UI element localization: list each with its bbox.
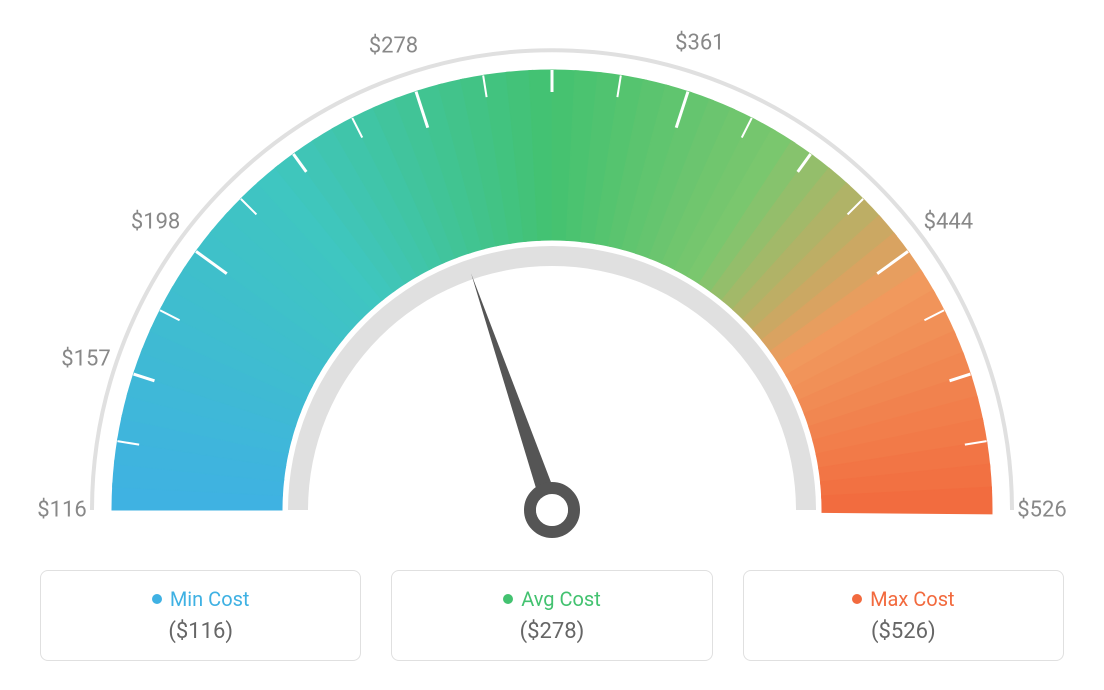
legend-title-max: Max Cost xyxy=(852,587,955,611)
legend-row: Min Cost ($116) Avg Cost ($278) Max Cost… xyxy=(0,570,1104,661)
legend-card-avg: Avg Cost ($278) xyxy=(391,570,712,661)
legend-title-min: Min Cost xyxy=(152,587,250,611)
legend-dot-avg xyxy=(503,594,513,604)
gauge-tick-label: $157 xyxy=(61,346,110,371)
gauge-tick-label: $526 xyxy=(1017,498,1066,523)
legend-label-min: Min Cost xyxy=(170,587,250,611)
legend-label-avg: Avg Cost xyxy=(521,587,601,611)
legend-value-max: ($526) xyxy=(764,619,1043,644)
legend-card-max: Max Cost ($526) xyxy=(743,570,1064,661)
legend-dot-max xyxy=(852,594,862,604)
gauge-tick-label: $444 xyxy=(924,209,973,234)
legend-label-max: Max Cost xyxy=(870,587,955,611)
legend-card-min: Min Cost ($116) xyxy=(40,570,361,661)
gauge-tick-label: $116 xyxy=(37,498,86,523)
gauge-tick-label: $361 xyxy=(675,30,724,55)
legend-value-avg: ($278) xyxy=(412,619,691,644)
legend-title-avg: Avg Cost xyxy=(503,587,601,611)
gauge-tick-label: $278 xyxy=(369,34,418,59)
legend-value-min: ($116) xyxy=(61,619,340,644)
gauge-chart: $116 $157 $198 $278 $361 $444 $526 xyxy=(0,0,1104,560)
gauge-svg xyxy=(0,0,1104,560)
gauge-tick-label: $198 xyxy=(131,209,180,234)
legend-dot-min xyxy=(152,594,162,604)
